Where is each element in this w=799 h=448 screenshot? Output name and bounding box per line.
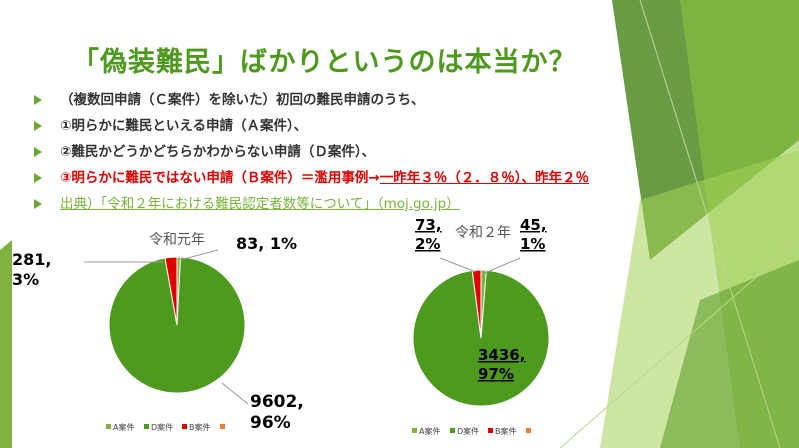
bullet-text: ①明らかに難民といえる申請（Ａ案件）、 xyxy=(60,118,308,134)
bullet-arrow-icon xyxy=(34,121,42,131)
data-label-value: 3436, xyxy=(478,346,525,364)
legend-label: D案件 xyxy=(457,426,479,436)
data-label-value: 9602, xyxy=(250,392,304,412)
data-label-percent: 97% xyxy=(478,365,514,383)
bullet-text: ③明らかに難民ではない申請（Ｂ案件）＝濫用事例→一昨年３％（２．８％）、昨年２％ xyxy=(60,167,589,189)
source-link[interactable]: 出典）「令和２年における難民認定者数等について」（moj.go.jp） xyxy=(60,196,460,212)
data-label-percent: 3% xyxy=(12,270,39,289)
chart-title: 令和２年 xyxy=(455,225,511,241)
slide-title: 「偽装難民」ばかりというのは本当か？ xyxy=(72,47,577,78)
deco-line-1 xyxy=(639,0,781,448)
legend-swatch xyxy=(412,428,417,433)
data-label-percent: 1% xyxy=(520,235,545,253)
leader-line xyxy=(221,382,249,405)
legend-swatch xyxy=(220,424,225,429)
legend-swatch xyxy=(488,428,493,433)
bullet-arrow-icon xyxy=(34,199,42,209)
data-label-value: 281, xyxy=(12,250,51,269)
data-label: 281, 3% xyxy=(12,250,51,289)
data-label-percent: 2% xyxy=(415,235,440,253)
bullet-arrow-icon xyxy=(34,95,42,105)
leader-line xyxy=(179,249,219,261)
legend-swatch xyxy=(106,424,111,429)
pie-slice-B案件 xyxy=(164,256,178,326)
legend-swatch xyxy=(182,424,187,429)
bullet-item-highlight: ③明らかに難民ではない申請（Ｂ案件）＝濫用事例→一昨年３％（２．８％）、昨年２％ xyxy=(34,167,734,193)
bullet-text-underlined: 一昨年３％（２．８％）、昨年２％ xyxy=(379,170,589,186)
data-label: 83, 1% xyxy=(236,234,297,253)
legend-swatch xyxy=(144,424,149,429)
data-label: 3436, 97% xyxy=(478,346,525,383)
data-label-value: 45, xyxy=(520,216,547,234)
data-label-value: 73, xyxy=(415,216,442,234)
data-label: 9602, 96% xyxy=(250,392,304,433)
bullet-text: （複数回申請（Ｃ案件）を除いた）初回の難民申請のうち、 xyxy=(60,92,425,108)
leader-line xyxy=(484,257,521,274)
legend-label: B案件 xyxy=(189,422,211,432)
data-label: 73, 2% xyxy=(415,216,442,253)
bullet-list: （複数回申請（Ｃ案件）を除いた）初回の難民申請のうち、 ①明らかに難民といえる申… xyxy=(34,89,734,219)
bullet-arrow-icon xyxy=(34,147,42,157)
data-label-percent: 96% xyxy=(250,413,291,433)
bullet-arrow-icon xyxy=(34,173,42,183)
bullet-text-plain: ③明らかに難民ではない申請（Ｂ案件）＝濫用事例→ xyxy=(60,170,380,186)
pie-slice-D案件 xyxy=(412,269,550,407)
legend-label: D案件 xyxy=(151,422,173,432)
legend-label: A案件 xyxy=(113,422,134,432)
legend-swatch xyxy=(450,428,455,433)
legend-label: A案件 xyxy=(419,426,440,436)
chart-title: 令和元年 xyxy=(149,232,205,248)
legend-swatch xyxy=(526,428,531,433)
bullet-text: ②難民かどうかどちらかわからない申請（Ｄ案件）、 xyxy=(60,144,376,160)
bullet-item: （複数回申請（Ｃ案件）を除いた）初回の難民申請のうち、 xyxy=(34,89,734,115)
bullet-item-source[interactable]: 出典）「令和２年における難民認定者数等について」（moj.go.jp） xyxy=(34,193,734,219)
data-label: 45, 1% xyxy=(520,216,547,253)
deco-line-2 xyxy=(559,239,799,448)
bullet-item: ①明らかに難民といえる申請（Ａ案件）、 xyxy=(34,115,734,141)
leader-line xyxy=(439,257,477,273)
legend-label: B案件 xyxy=(495,426,517,436)
bullet-item: ②難民かどうかどちらかわからない申請（Ｄ案件）、 xyxy=(34,141,734,167)
deco-right-facet-4 xyxy=(660,260,799,448)
deco-left-bar xyxy=(0,240,12,448)
